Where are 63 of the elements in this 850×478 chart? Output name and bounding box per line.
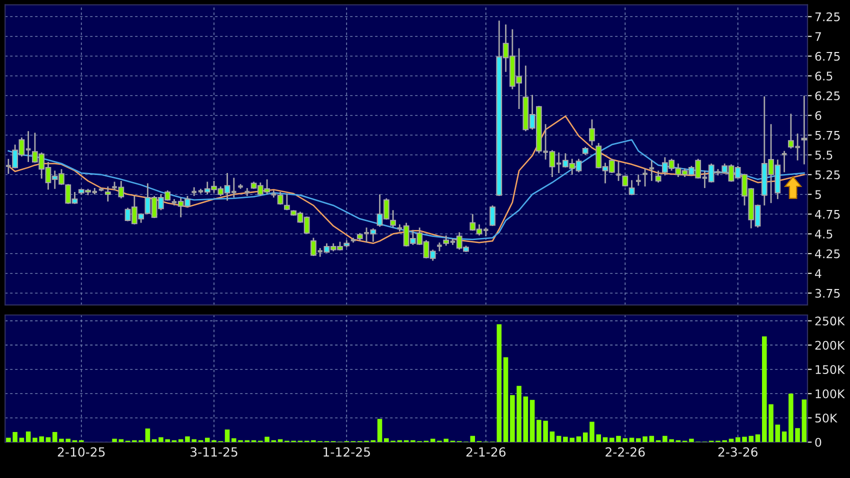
y-tick-label: 200K — [815, 340, 845, 350]
line-series — [8, 139, 805, 240]
candlestick — [589, 118, 595, 146]
x-tick-label: 2-1-26 — [466, 447, 506, 457]
bar — [556, 436, 562, 442]
candlestick — [490, 204, 496, 227]
candlestick — [104, 186, 111, 202]
y-tick-label: 3.75 — [815, 288, 840, 298]
y-tick-label: 4.75 — [815, 210, 840, 219]
x-tick-label: 2-3-26 — [718, 447, 758, 457]
bar — [550, 431, 555, 442]
y-tick-label: 6 — [815, 111, 822, 120]
bar — [530, 400, 535, 442]
y-tick-label: 6.75 — [815, 52, 840, 61]
candlestick — [628, 179, 635, 196]
y-tick-label: 100K — [816, 389, 845, 398]
y-tick-label: 4.25 — [815, 249, 840, 258]
candlestick — [648, 160, 656, 182]
bar — [649, 436, 654, 442]
bar — [278, 439, 283, 442]
y-tick-label: 5.25 — [815, 170, 840, 180]
x-tick-label: 2-10-25 — [58, 447, 105, 457]
y-tick-label: 6.25 — [815, 91, 840, 100]
bar — [152, 439, 157, 442]
y-tick-label: 50K — [815, 414, 838, 423]
candlestick — [801, 94, 808, 166]
candlestick — [634, 174, 642, 186]
y-tick-label: 7.25 — [815, 12, 840, 22]
candlestick — [655, 170, 662, 184]
bar — [802, 399, 807, 442]
bar — [224, 430, 230, 442]
y-tick-label: 5.5 — [815, 150, 832, 160]
y-tick-label: 7 — [815, 32, 821, 41]
bar — [496, 324, 502, 442]
x-tick-label: 3-11-25 — [190, 447, 238, 457]
candlestick — [780, 150, 788, 173]
bar — [145, 428, 150, 442]
bar — [377, 418, 382, 442]
bar — [523, 396, 528, 442]
y-tick-label: 150K — [816, 365, 845, 374]
candlestick — [390, 209, 396, 228]
bar — [118, 439, 124, 442]
bar — [52, 432, 58, 442]
bar — [178, 439, 184, 442]
bar — [112, 438, 117, 442]
candlestick — [284, 192, 290, 211]
bar — [775, 424, 780, 442]
bar — [26, 431, 31, 442]
y-tick-label: 4 — [815, 269, 822, 278]
y-tick-label: 5 — [815, 190, 821, 200]
y-tick-label: 250K — [815, 316, 845, 326]
x-tick-label: 1-12-25 — [324, 447, 370, 457]
candlestick — [615, 160, 622, 182]
x-tick-label: 2-2-26 — [606, 447, 645, 457]
y-tick-label: 4.5 — [815, 230, 832, 239]
bar — [582, 432, 588, 442]
y-tick-label: 0 — [815, 438, 822, 447]
bar — [782, 431, 787, 442]
candlestick — [642, 168, 649, 188]
y-tick-label: 5.75 — [815, 131, 840, 140]
bar — [755, 434, 760, 442]
bar — [503, 357, 508, 442]
y-tick-label: 6.5 — [815, 72, 832, 81]
